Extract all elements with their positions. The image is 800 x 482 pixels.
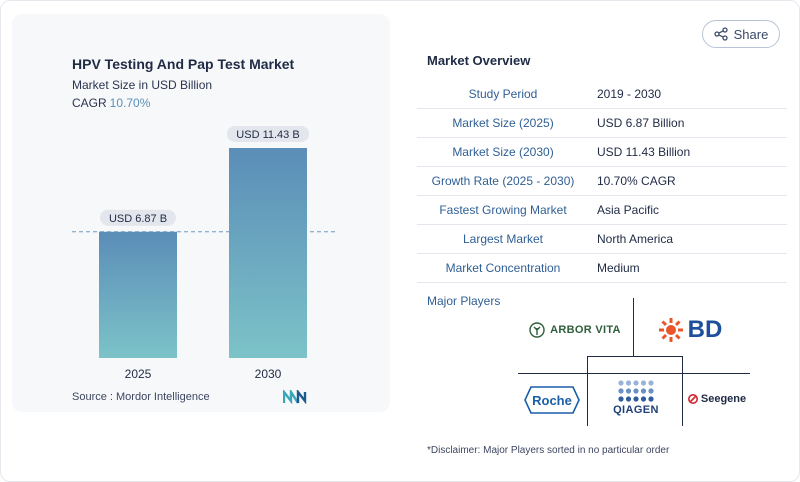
- players-divider: [587, 356, 683, 357]
- mordor-intelligence-logo-icon: [283, 390, 307, 404]
- overview-table: Study Period 2019 - 2030 Market Size (202…: [417, 80, 787, 283]
- overview-row: Fastest Growing Market Asia Pacific: [417, 196, 787, 225]
- chart-card: [12, 14, 390, 412]
- overview-key: Growth Rate (2025 - 2030): [431, 174, 575, 188]
- major-players-title: Major Players: [427, 294, 501, 308]
- source-text: Source : Mordor Intelligence: [72, 391, 210, 403]
- roche-hexagon-icon: [524, 386, 580, 414]
- data-label-pill: [100, 209, 176, 226]
- overview-row: Market Concentration Medium: [417, 254, 787, 283]
- overview-value: Asia Pacific: [597, 203, 660, 217]
- overview-row: Growth Rate (2025 - 2030) 10.70% CAGR: [417, 167, 787, 196]
- overview-value: North America: [597, 232, 674, 246]
- roche-wordmark: Roche: [532, 392, 572, 408]
- overview-title: Market Overview: [427, 53, 531, 68]
- players-divider: [587, 356, 588, 426]
- arbor-vita-logo: ARBOR VITA: [526, 316, 624, 344]
- share-label: Share: [733, 26, 769, 42]
- overview-row: Largest Market North America: [417, 225, 787, 254]
- seegene-mark-icon: [687, 394, 698, 404]
- players-divider: [633, 298, 634, 356]
- qiagen-wordmark: QIAGEN: [613, 404, 659, 416]
- overview-value: Medium: [597, 261, 640, 275]
- chart-title: HPV Testing And Pap Test Market: [72, 56, 295, 72]
- disclaimer: *Disclaimer: Major Players sorted in no …: [427, 445, 670, 456]
- overview-key: Market Size (2025): [452, 116, 554, 130]
- share-button[interactable]: Share: [702, 20, 780, 48]
- bar-chart: USD 6.87 B 2025 USD 11.43 B 2030: [72, 126, 338, 381]
- data-label-pill: [226, 126, 310, 142]
- qiagen-dots-icon: [618, 380, 654, 402]
- data-label: USD 6.87 B: [109, 213, 167, 225]
- data-label: USD 11.43 B: [236, 129, 299, 141]
- seegene-wordmark: Seegene: [700, 393, 747, 405]
- seegene-logo: Seegene: [684, 388, 750, 410]
- chart-subtitle: Market Size in USD Billion: [72, 78, 213, 92]
- players-divider: [682, 356, 683, 426]
- share-icon: [713, 27, 728, 41]
- x-tick-label: 2025: [125, 367, 152, 381]
- overview-value: 2019 - 2030: [597, 87, 662, 101]
- players-divider: [518, 373, 750, 374]
- arbor-vita-wordmark: ARBOR VITA: [550, 324, 621, 336]
- cagr-label: CAGR: [72, 96, 107, 110]
- bd-sun-icon: [658, 318, 683, 342]
- bar-2030: [229, 148, 307, 358]
- overview-key: Study Period: [468, 87, 538, 101]
- cagr-line: CAGR 10.70%: [72, 96, 150, 110]
- overview-key: Largest Market: [462, 232, 544, 246]
- bar-2025: [99, 231, 177, 358]
- overview-row: Market Size (2025) USD 6.87 Billion: [417, 109, 787, 138]
- overview-key: Market Concentration: [445, 261, 561, 275]
- cagr-value: 10.70%: [109, 96, 151, 110]
- overview-value: 10.70% CAGR: [597, 174, 676, 188]
- overview-key: Fastest Growing Market: [439, 203, 567, 217]
- bd-logo: BD: [650, 312, 730, 348]
- overview-row: Study Period 2019 - 2030: [417, 80, 787, 109]
- qiagen-logo: QIAGEN: [606, 376, 666, 420]
- roche-logo: Roche: [524, 385, 580, 415]
- arbor-vita-tree-icon: [529, 322, 545, 338]
- overview-row: Market Size (2030) USD 11.43 Billion: [417, 138, 787, 167]
- overview-key: Market Size (2030): [452, 145, 554, 159]
- overview-value: USD 11.43 Billion: [597, 145, 691, 159]
- overview-value: USD 6.87 Billion: [597, 116, 685, 130]
- bd-wordmark: BD: [687, 316, 723, 343]
- x-tick-label: 2030: [255, 367, 282, 381]
